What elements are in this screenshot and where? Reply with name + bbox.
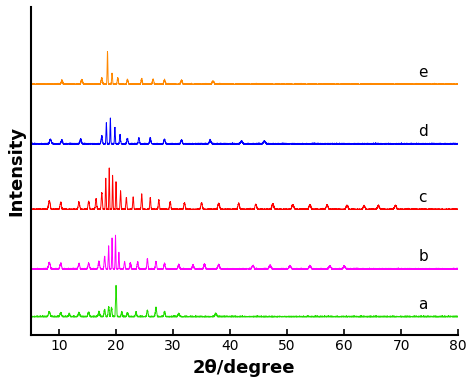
Text: e: e xyxy=(419,65,428,79)
Text: d: d xyxy=(419,124,428,139)
Y-axis label: Intensity: Intensity xyxy=(7,126,25,216)
Text: a: a xyxy=(419,297,428,312)
X-axis label: 2θ/degree: 2θ/degree xyxy=(193,359,296,377)
Text: c: c xyxy=(419,190,427,205)
Text: b: b xyxy=(419,249,428,264)
